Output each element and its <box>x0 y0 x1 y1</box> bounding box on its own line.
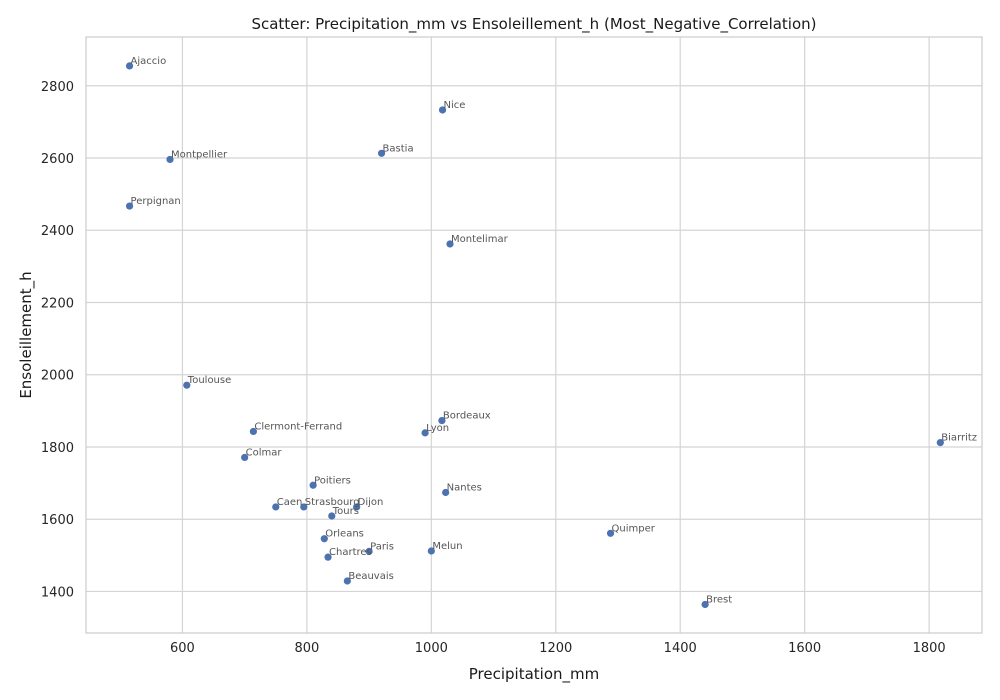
x-tick-label: 600 <box>170 641 195 656</box>
x-tick-label: 800 <box>294 641 319 656</box>
point-label: Nice <box>444 100 466 111</box>
chart-title: Scatter: Precipitation_mm vs Ensoleillem… <box>251 15 816 34</box>
point-label: Montpellier <box>171 149 228 160</box>
point-label: Beauvais <box>348 571 394 582</box>
y-tick-label: 2800 <box>41 80 74 95</box>
scatter-point <box>125 62 134 70</box>
scatter-point <box>328 512 336 520</box>
scatter-point <box>324 553 332 561</box>
data-points <box>125 62 944 609</box>
point-label: Strasbourg <box>305 497 360 508</box>
y-tick-label: 1600 <box>41 513 74 528</box>
point-label: Ajaccio <box>131 56 167 67</box>
scatter-point <box>438 106 447 114</box>
y-tick-label: 1800 <box>41 441 74 456</box>
point-label: Bastia <box>383 143 414 154</box>
point-label: Colmar <box>246 447 283 458</box>
x-tick-label: 1800 <box>913 641 946 656</box>
x-axis-label: Precipitation_mm <box>469 665 599 684</box>
scatter-point <box>125 202 134 210</box>
scatter-point <box>249 427 257 436</box>
scatter-point <box>272 503 280 511</box>
point-label: Bordeaux <box>443 411 491 422</box>
point-label: Chartres <box>329 547 372 558</box>
point-label: Melun <box>432 541 462 552</box>
scatter-point <box>936 439 944 447</box>
point-label: Paris <box>370 541 394 552</box>
scatter-point <box>606 529 615 537</box>
scatter-point <box>300 503 308 511</box>
x-axis-ticks: 600 800 1000 1200 1400 1600 1800 <box>170 641 946 656</box>
point-label: Nantes <box>447 482 482 493</box>
x-tick-label: 1000 <box>415 641 448 656</box>
x-tick-label: 1200 <box>539 641 572 656</box>
scatter-point <box>241 453 249 462</box>
point-label: Perpignan <box>131 196 181 207</box>
scatter-point <box>309 481 317 489</box>
point-labels: Ajaccio Nice Bastia Montpellier Perpignan Mon… <box>131 56 978 606</box>
y-tick-label: 2200 <box>41 296 74 311</box>
point-label: Clermont-Ferrand <box>254 421 342 432</box>
point-label: Montelimar <box>451 234 509 245</box>
point-label: Tours <box>332 506 359 517</box>
scatter-point <box>442 488 450 497</box>
y-tick-label: 2000 <box>41 369 74 384</box>
scatter-point <box>320 535 328 543</box>
scatter-point <box>343 577 351 585</box>
scatter-point <box>353 503 361 511</box>
scatter-point <box>166 155 174 164</box>
point-label: Brest <box>706 594 732 605</box>
y-axis-ticks: 1400 1600 1800 2000 2200 2400 2600 2800 <box>41 80 74 601</box>
grid-lines <box>86 37 982 633</box>
x-tick-label: 1400 <box>664 641 697 656</box>
x-tick-label: 1600 <box>788 641 821 656</box>
point-label: Poitiers <box>314 475 351 486</box>
scatter-point <box>377 149 386 157</box>
scatter-point <box>365 547 373 555</box>
scatter-point <box>438 417 446 425</box>
scatter-point <box>421 429 429 437</box>
plot-area-frame <box>85 36 983 634</box>
point-label: Orleans <box>325 529 364 540</box>
y-tick-label: 2400 <box>41 224 74 239</box>
point-label: Biarritz <box>941 433 977 444</box>
scatter-point <box>446 240 454 248</box>
y-axis-label: Ensoleillement_h <box>17 271 36 398</box>
scatter-point <box>701 600 709 609</box>
scatter-point <box>183 381 191 389</box>
y-tick-label: 2600 <box>41 152 74 167</box>
point-label: Quimper <box>612 523 656 534</box>
point-label: Toulouse <box>187 375 231 386</box>
point-label: Lyon <box>426 423 449 434</box>
scatter-point <box>427 547 435 555</box>
y-tick-label: 1400 <box>41 585 74 600</box>
point-label: Caen <box>277 497 303 508</box>
point-label: Dijon <box>358 497 384 508</box>
